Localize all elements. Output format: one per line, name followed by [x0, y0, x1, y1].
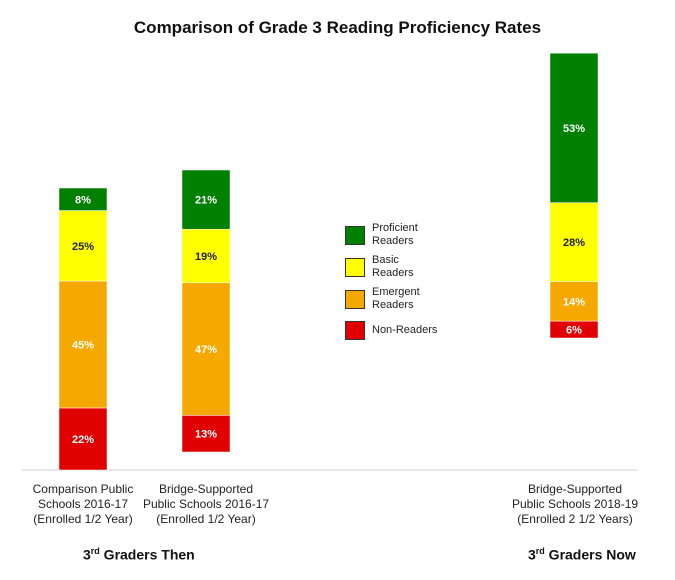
legend-item-emergent: Emergent Readers	[345, 286, 420, 312]
bar-proficient-0	[58, 187, 108, 211]
bar-basic-2	[549, 202, 599, 282]
data-label-proficient-1: 21%	[195, 195, 217, 207]
bar-nonreaders-1	[181, 415, 231, 453]
bar-proficient-1	[181, 169, 231, 230]
group-label-then: 3rd Graders Then	[83, 546, 195, 563]
category-label-comparison-2016: Comparison Public Schools 2016-17 (Enrol…	[32, 482, 134, 526]
bar-emergent-2	[549, 281, 599, 322]
bar-basic-1	[181, 228, 231, 284]
data-label-emergent-2: 14%	[563, 296, 585, 308]
legend-item-proficient: Proficient Readers	[345, 222, 418, 248]
data-label-nonreaders-2: 6%	[566, 325, 582, 337]
legend-item-nonreaders: Non-Readers	[345, 321, 437, 340]
data-label-emergent-0: 45%	[72, 340, 94, 352]
legend-swatch-nonreaders	[345, 321, 365, 340]
chart-title: Comparison of Grade 3 Reading Proficienc…	[133, 18, 542, 37]
data-label-nonreaders-1: 13%	[195, 429, 217, 441]
legend-swatch-basic	[345, 257, 365, 277]
legend-label-basic: Basic Readers	[372, 254, 414, 279]
data-label-proficient-2: 53%	[563, 123, 585, 135]
bar-nonreaders-0	[58, 407, 108, 471]
legend-item-basic: Basic Readers	[345, 254, 414, 280]
legend-label-emergent: Emergent Readers	[372, 286, 420, 311]
data-label-basic-0: 25%	[72, 241, 94, 253]
category-label-bridge-2018: Bridge-Supported Public Schools 2018-19 …	[511, 482, 639, 526]
legend-swatch-proficient	[345, 225, 365, 245]
category-label-bridge-2016: Bridge-Supported Public Schools 2016-17 …	[142, 482, 270, 526]
data-label-emergent-1: 47%	[195, 344, 217, 356]
bar-proficient-2	[549, 52, 599, 203]
data-label-nonreaders-0: 22%	[72, 434, 94, 446]
data-label-basic-1: 19%	[195, 251, 217, 263]
legend-label-nonreaders: Non-Readers	[372, 324, 438, 336]
data-label-proficient-0: 8%	[75, 194, 91, 206]
bar-emergent-1	[181, 282, 231, 416]
legend-label-proficient: Proficient Readers	[372, 222, 418, 247]
bar-basic-0	[58, 210, 108, 282]
data-label-basic-2: 28%	[563, 237, 585, 249]
group-label-now: 3rd Graders Now	[528, 546, 636, 563]
legend-swatch-emergent	[345, 289, 365, 309]
